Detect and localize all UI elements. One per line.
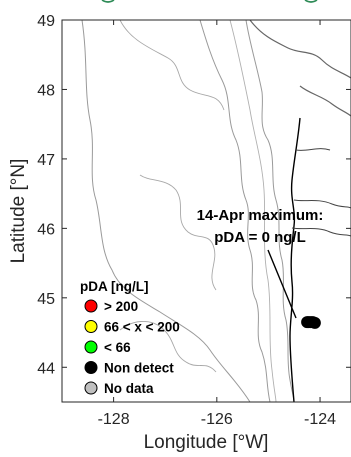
y-tick-label: 46	[37, 221, 55, 238]
legend-marker	[84, 340, 98, 354]
coastline-north	[249, 20, 351, 79]
annotation-line-2: pDA = 0 ng/L	[214, 229, 306, 246]
cropped-header-fragment	[101, 0, 318, 3]
annotation-line-1: 14-Apr maximum:	[197, 207, 324, 224]
bathymetry-contour-outer	[81, 20, 251, 402]
coastline-main	[289, 117, 301, 402]
legend-label: > 200	[104, 299, 138, 314]
annotation: 14-Apr maximum: pDA = 0 ng/L	[197, 207, 324, 319]
bathymetry-contour-shelf	[229, 20, 277, 402]
y-axis-label: Latitude [°N]	[8, 159, 29, 264]
legend-label: 66 < x < 200	[104, 320, 180, 335]
data-point	[308, 316, 321, 329]
y-tick-label: 44	[37, 360, 55, 377]
annotation-leader-line	[267, 249, 297, 319]
bathymetry-contour-north	[119, 20, 225, 111]
bathymetry-contour-bank	[119, 321, 217, 373]
bathymetry-contour-inner	[245, 20, 295, 402]
river-mouth	[291, 227, 351, 237]
legend: pDA [ng/L] > 200 66 < x < 200 < 66 Non dete…	[80, 279, 180, 396]
legend-label: Non detect	[104, 361, 174, 376]
y-tick-label: 45	[37, 291, 55, 308]
x-tick-label: -124	[304, 411, 336, 428]
y-tick-label: 49	[37, 13, 55, 30]
legend-marker	[84, 381, 98, 395]
x-tick-label: -128	[98, 411, 130, 428]
bay-fragment	[293, 148, 351, 209]
legend-label: No data	[104, 381, 154, 396]
bathymetry-contour-mid	[199, 20, 271, 402]
legend-label: < 66	[104, 340, 131, 355]
y-tick-label: 47	[37, 152, 55, 169]
x-tick-label: -126	[201, 411, 233, 428]
x-axis-label: Longitude [°W]	[144, 432, 269, 453]
legend-marker	[84, 320, 98, 333]
y-tick-label: 48	[37, 82, 55, 99]
plot-frame	[61, 19, 351, 403]
legend-marker	[84, 299, 98, 313]
bathymetry-contour-slope	[139, 174, 217, 291]
legend-title: pDA [ng/L]	[80, 279, 148, 294]
legend-marker	[84, 361, 98, 374]
coastline-strait	[299, 85, 351, 117]
